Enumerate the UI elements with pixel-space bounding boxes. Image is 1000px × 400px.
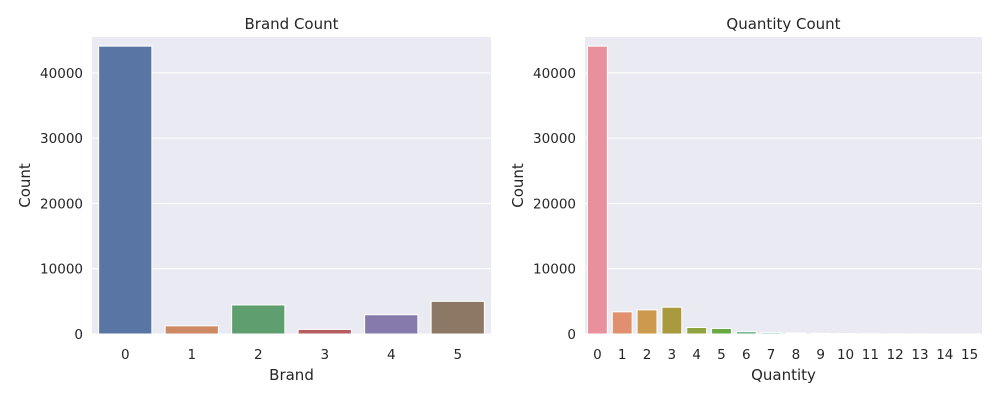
y-tick-label: 30000 (533, 131, 576, 147)
x-tick-label: 15 (961, 347, 978, 363)
bar (586, 45, 608, 335)
x-tick-label: 1 (187, 347, 196, 363)
x-tick-label: 5 (717, 347, 726, 363)
bar (611, 311, 633, 335)
x-tick-label: 14 (936, 347, 953, 363)
x-tick-label: 6 (742, 347, 751, 363)
y-tick-label: 40000 (533, 66, 576, 82)
bar (164, 325, 219, 335)
y-tick-label: 10000 (533, 262, 576, 278)
plot-area (92, 37, 491, 334)
x-tick-label: 0 (121, 347, 130, 363)
x-axis-label: Brand (269, 366, 314, 384)
bar (636, 309, 658, 335)
x-tick-label: 4 (387, 347, 396, 363)
x-tick-label: 2 (254, 347, 263, 363)
bar (760, 332, 782, 335)
x-tick-label: 9 (816, 347, 825, 363)
y-tick-label: 0 (74, 327, 83, 343)
chart-title: Brand Count (245, 15, 339, 33)
x-tick-label: 12 (887, 347, 904, 363)
x-tick-label: 10 (837, 347, 854, 363)
x-tick-label: 5 (453, 347, 462, 363)
x-tick-label: 13 (911, 347, 928, 363)
y-axis-label: Count (509, 163, 527, 208)
x-tick-label: 7 (767, 347, 776, 363)
chart-title: Quantity Count (726, 15, 840, 33)
bar (785, 332, 807, 335)
plot-area (585, 37, 982, 334)
x-axis-label: Quantity (751, 366, 816, 384)
x-tick-label: 0 (593, 347, 602, 363)
bar (711, 327, 732, 335)
x-tick-label: 11 (862, 347, 879, 363)
bar (98, 45, 153, 335)
bar (231, 304, 286, 335)
y-tick-label: 40000 (40, 66, 83, 82)
bar (430, 300, 485, 335)
y-tick-label: 0 (567, 327, 576, 343)
y-tick-label: 30000 (40, 131, 83, 147)
x-tick-label: 4 (692, 347, 701, 363)
chart-panel-1: 0 10000 20000 30000 40000 0 1 2 3 4 5 Brand Count Br… (16, 15, 491, 384)
y-tick-label: 20000 (40, 196, 83, 212)
x-tick-label: 2 (643, 347, 652, 363)
x-tick-label: 1 (618, 347, 627, 363)
bar (735, 331, 757, 335)
x-tick-label: 8 (792, 347, 801, 363)
bar (810, 332, 832, 335)
x-tick-label: 3 (668, 347, 677, 363)
y-axis-label: Count (16, 163, 34, 208)
bar (661, 306, 683, 335)
y-tick-label: 20000 (533, 196, 576, 212)
bar (297, 328, 352, 335)
bar (364, 314, 419, 335)
bar (686, 326, 708, 335)
y-tick-label: 10000 (40, 262, 83, 278)
x-tick-label: 3 (320, 347, 329, 363)
